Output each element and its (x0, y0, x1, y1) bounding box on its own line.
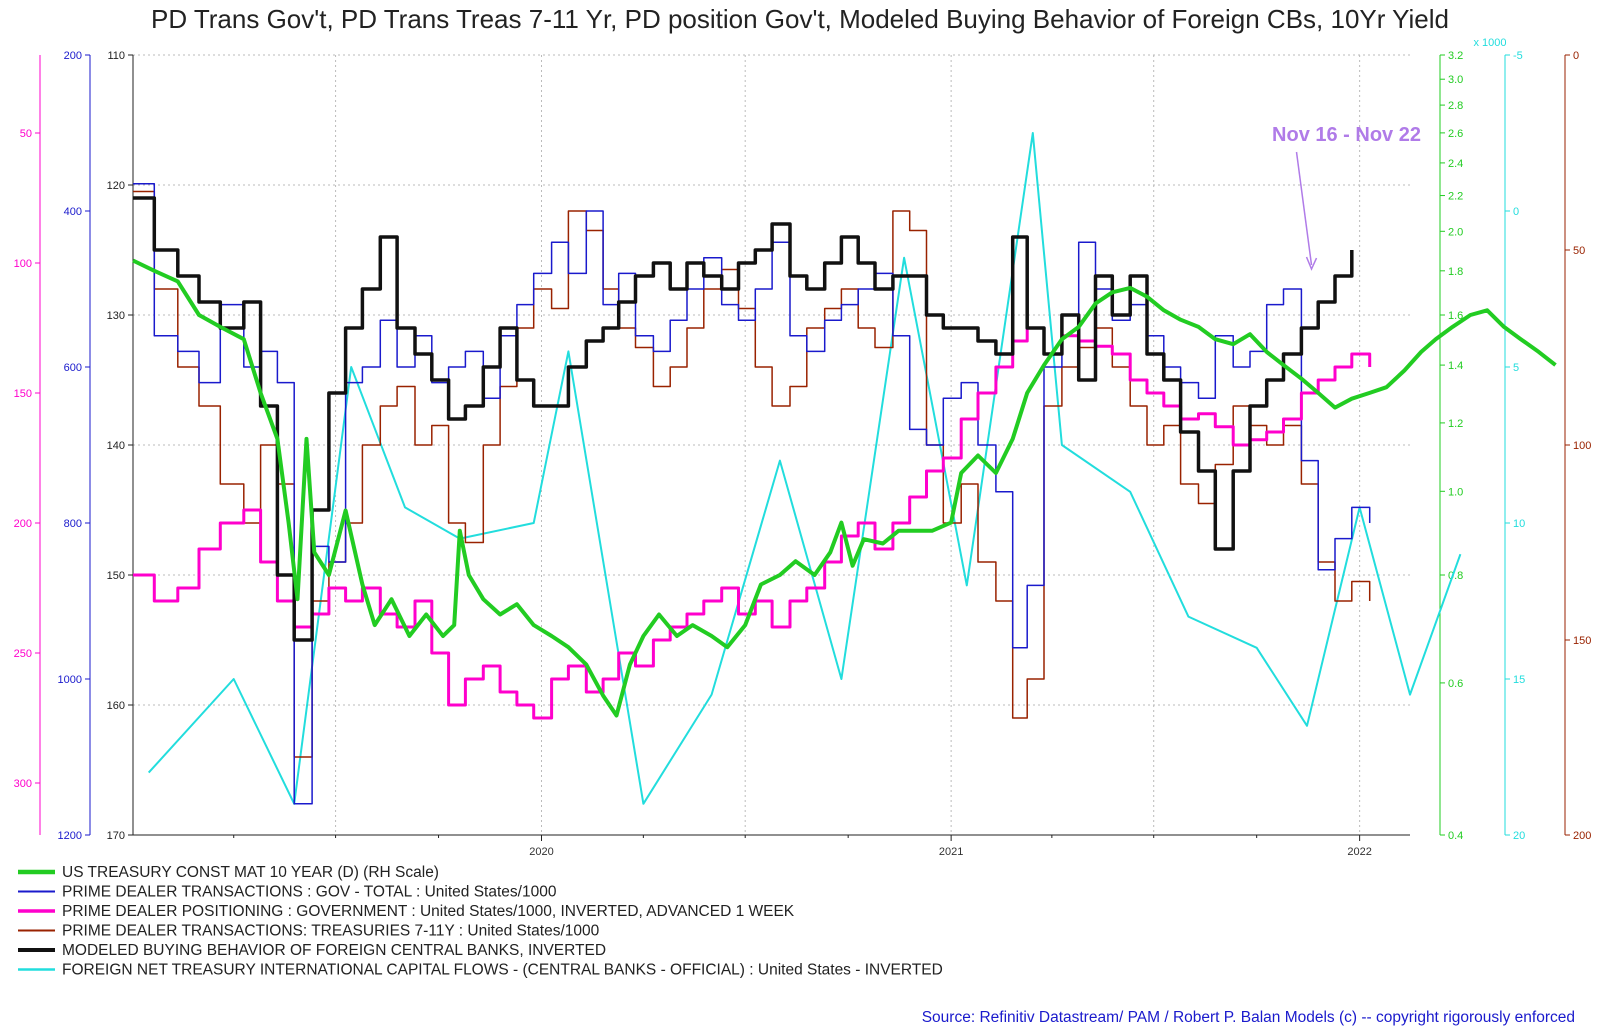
green-tick-label: 1.0 (1448, 486, 1463, 498)
green-tick-label: 2.6 (1448, 128, 1463, 140)
green-tick-label: 1.8 (1448, 266, 1463, 278)
series-line-2 (133, 326, 1372, 720)
cyan-tick-label: 15 (1513, 674, 1525, 686)
x-tick-label: 2021 (939, 846, 963, 858)
brown-tick-label: 100 (1573, 440, 1591, 452)
series-line-4 (133, 196, 1354, 642)
brown-tick-label: 50 (1573, 245, 1585, 257)
green-tick-label: 1.2 (1448, 418, 1463, 430)
annotation-arrow (1295, 151, 1313, 266)
magenta-tick-label: 200 (14, 518, 32, 530)
blue-tick-label: 400 (64, 206, 82, 218)
x-tick-label: 2022 (1347, 846, 1371, 858)
series-line-1 (133, 182, 1371, 805)
magenta-tick-label: 150 (14, 388, 32, 400)
green-tick-label: 3.2 (1448, 50, 1463, 62)
cyan-tick-label: -5 (1513, 50, 1523, 62)
cyan-axis-multiplier: x 1000 (1473, 37, 1506, 49)
x-tick-label: 2020 (529, 846, 553, 858)
magenta-tick-label: 300 (14, 778, 32, 790)
magenta-tick-label: 100 (14, 258, 32, 270)
series (132, 132, 1557, 805)
legend-label-5: FOREIGN NET TREASURY INTERNATIONAL CAPIT… (62, 962, 943, 979)
cyan-tick-label: 20 (1513, 830, 1525, 842)
legend-label-4: MODELED BUYING BEHAVIOR OF FOREIGN CENTR… (62, 942, 606, 959)
legend: US TREASURY CONST MAT 10 YEAR (D) (RH Sc… (18, 864, 943, 979)
brown-tick-label: 0 (1573, 50, 1579, 62)
blue-tick-label: 600 (64, 362, 82, 374)
blue-tick-label: 1000 (58, 674, 82, 686)
black-tick-label: 170 (107, 830, 125, 842)
brown-tick-label: 150 (1573, 635, 1591, 647)
green-tick-label: 0.4 (1448, 830, 1463, 842)
grid (132, 54, 1410, 836)
source-note: Source: Refinitiv Datastream/ PAM / Robe… (922, 1009, 1575, 1026)
brown-tick-label: 200 (1573, 830, 1591, 842)
magenta-tick-label: 250 (14, 648, 32, 660)
green-tick-label: 1.4 (1448, 360, 1463, 372)
black-tick-label: 130 (107, 310, 125, 322)
cyan-tick-label: 5 (1513, 362, 1519, 374)
series-line-3 (133, 190, 1371, 758)
legend-label-0: US TREASURY CONST MAT 10 YEAR (D) (RH Sc… (62, 864, 439, 881)
green-tick-label: 2.8 (1448, 100, 1463, 112)
black-tick-label: 160 (107, 700, 125, 712)
annotations: Nov 16 - Nov 22 (1272, 124, 1421, 271)
black-tick-label: 140 (107, 440, 125, 452)
blue-tick-label: 1200 (58, 830, 82, 842)
annotation-arrowhead (1305, 256, 1318, 271)
legend-label-1: PRIME DEALER TRANSACTIONS : GOV - TOTAL … (62, 884, 557, 901)
cyan-tick-label: 10 (1513, 518, 1525, 530)
cyan-tick-label: 0 (1513, 206, 1519, 218)
green-tick-label: 1.6 (1448, 310, 1463, 322)
series-line-0 (132, 258, 1557, 718)
annotation-label: Nov 16 - Nov 22 (1272, 124, 1421, 146)
green-tick-label: 0.6 (1448, 678, 1463, 690)
black-tick-label: 150 (107, 570, 125, 582)
axes: 2020 2021 20225010015020025030020040060080… (14, 37, 1592, 858)
chart-title: PD Trans Gov't, PD Trans Treas 7-11 Yr, … (151, 4, 1449, 34)
green-tick-label: 2.0 (1448, 226, 1463, 238)
black-tick-label: 120 (107, 180, 125, 192)
green-tick-label: 2.4 (1448, 158, 1463, 170)
green-tick-label: 3.0 (1448, 74, 1463, 86)
series-line-5 (147, 132, 1462, 805)
blue-tick-label: 200 (64, 50, 82, 62)
magenta-tick-label: 50 (20, 128, 32, 140)
black-tick-label: 110 (107, 50, 125, 62)
green-tick-label: 2.2 (1448, 191, 1463, 203)
blue-tick-label: 800 (64, 518, 82, 530)
legend-label-3: PRIME DEALER TRANSACTIONS: TREASURIES 7-… (62, 923, 600, 940)
legend-label-2: PRIME DEALER POSITIONING : GOVERNMENT : … (62, 903, 795, 920)
